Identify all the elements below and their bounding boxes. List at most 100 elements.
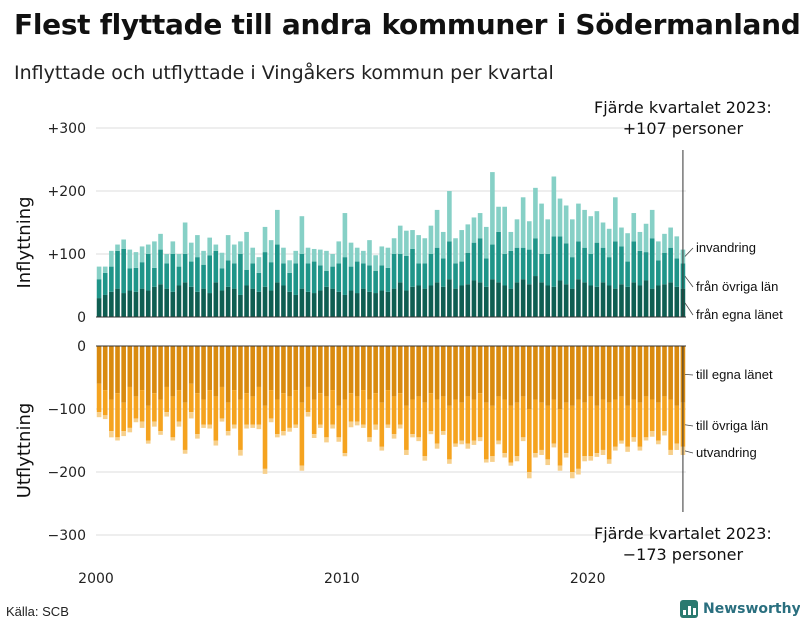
bar-out-utvandring [643,437,649,441]
bar-in-egna [428,285,434,317]
bar-in-egna [674,286,680,317]
out-y-axis-title: Utflyttning [14,403,35,499]
bar-in-invandring [293,250,299,264]
bar-out-egna [545,346,551,406]
bar-out-ovriga [330,390,335,425]
bar-in-ovriga [281,263,286,286]
bar-out-utvandring [170,437,176,441]
bar-in-ovriga [176,266,182,286]
bar-out-ovriga [158,399,163,432]
bar-out-utvandring [293,424,299,428]
bar-in-ovriga [600,247,606,283]
bar-out-egna [637,346,643,403]
bar-out-utvandring [649,431,655,437]
bar-out-ovriga [225,402,231,432]
bar-in-invandring [219,252,225,269]
bar-out-egna [514,346,520,403]
bar-out-utvandring [158,431,163,435]
bar-out-utvandring [662,431,667,436]
bar-out-egna [668,346,673,400]
bar-out-ovriga [434,399,440,444]
bar-in-invandring [275,209,280,245]
bar-in-ovriga [102,272,108,295]
bar-out-egna [674,346,680,406]
bar-out-egna [324,346,329,397]
bar-out-egna [576,346,581,400]
bar-in-ovriga [158,249,163,285]
out-legend-connector [684,424,694,427]
bar-in-egna [219,290,225,317]
bar-in-egna [324,286,329,317]
bar-out-ovriga [219,386,225,419]
bar-out-utvandring [188,412,194,419]
bar-out-utvandring [250,424,256,428]
bar-in-egna [354,293,360,317]
bar-in-invandring [656,241,661,261]
bar-out-ovriga [348,393,354,422]
bar-out-egna [490,346,495,406]
bar-in-egna [281,285,286,317]
bar-out-ovriga [459,402,464,441]
bar-out-ovriga [275,399,280,435]
bar-out-egna [361,346,366,391]
bar-out-egna [176,346,182,391]
bar-out-ovriga [102,390,108,416]
bar-out-ovriga [668,399,673,450]
in-annotation-line2: +107 personer [623,119,744,138]
bar-out-ovriga [496,396,501,441]
bar-out-utvandring [514,456,520,462]
bar-in-egna [397,282,403,317]
in-legend-connector [684,275,694,288]
bar-in-egna [453,288,458,317]
bar-in-ovriga [391,254,397,289]
bar-in-ovriga [238,254,243,295]
bar-out-ovriga [576,399,581,469]
bar-in-egna [244,285,249,317]
bar-in-invandring [490,172,495,245]
bar-out-egna [600,346,606,400]
bar-out-ovriga [404,405,409,450]
bar-in-ovriga [674,258,680,287]
bar-out-ovriga [121,402,126,432]
bar-out-ovriga [477,393,483,438]
bar-out-utvandring [545,459,551,466]
bar-in-invandring [619,227,624,247]
bar-in-invandring [526,221,532,250]
bar-out-egna [354,346,360,397]
bar-in-ovriga [545,254,551,286]
bar-out-ovriga [557,409,563,466]
chart-title: Flest flyttade till andra kommuner i Söd… [14,8,800,41]
bar-in-ovriga [373,271,378,294]
bar-in-invandring [520,197,526,248]
out-legend-utvandring: utvandring [696,445,757,460]
bar-in-invandring [152,241,157,268]
bar-in-ovriga [367,265,372,292]
bar-in-invandring [182,222,188,254]
bar-out-egna [483,346,489,403]
bar-out-egna [213,346,219,397]
bar-out-utvandring [619,440,624,444]
bar-in-ovriga [305,263,311,292]
bar-in-ovriga [256,272,262,292]
bar-out-utvandring [195,434,200,439]
bar-in-egna [133,291,139,317]
out-y-tick-label: −300 [48,528,86,544]
bar-in-egna [367,291,372,317]
bar-out-utvandring [422,456,428,461]
bar-in-egna [176,285,182,317]
bar-in-invandring [109,250,114,267]
bar-in-egna [164,288,169,317]
bar-in-egna [182,282,188,317]
newsworthy-logo[interactable]: Newsworthy [680,600,800,618]
bar-out-egna [164,346,169,387]
bar-out-ovriga [379,402,385,447]
bar-out-egna [145,346,151,406]
bar-out-egna [225,346,231,403]
bar-out-utvandring [471,440,477,445]
bar-out-egna [391,346,397,397]
bar-in-invandring [164,254,169,264]
bar-out-ovriga [354,396,360,422]
bar-in-invandring [373,255,378,272]
bar-out-utvandring [551,443,557,448]
bar-out-ovriga [262,405,268,469]
